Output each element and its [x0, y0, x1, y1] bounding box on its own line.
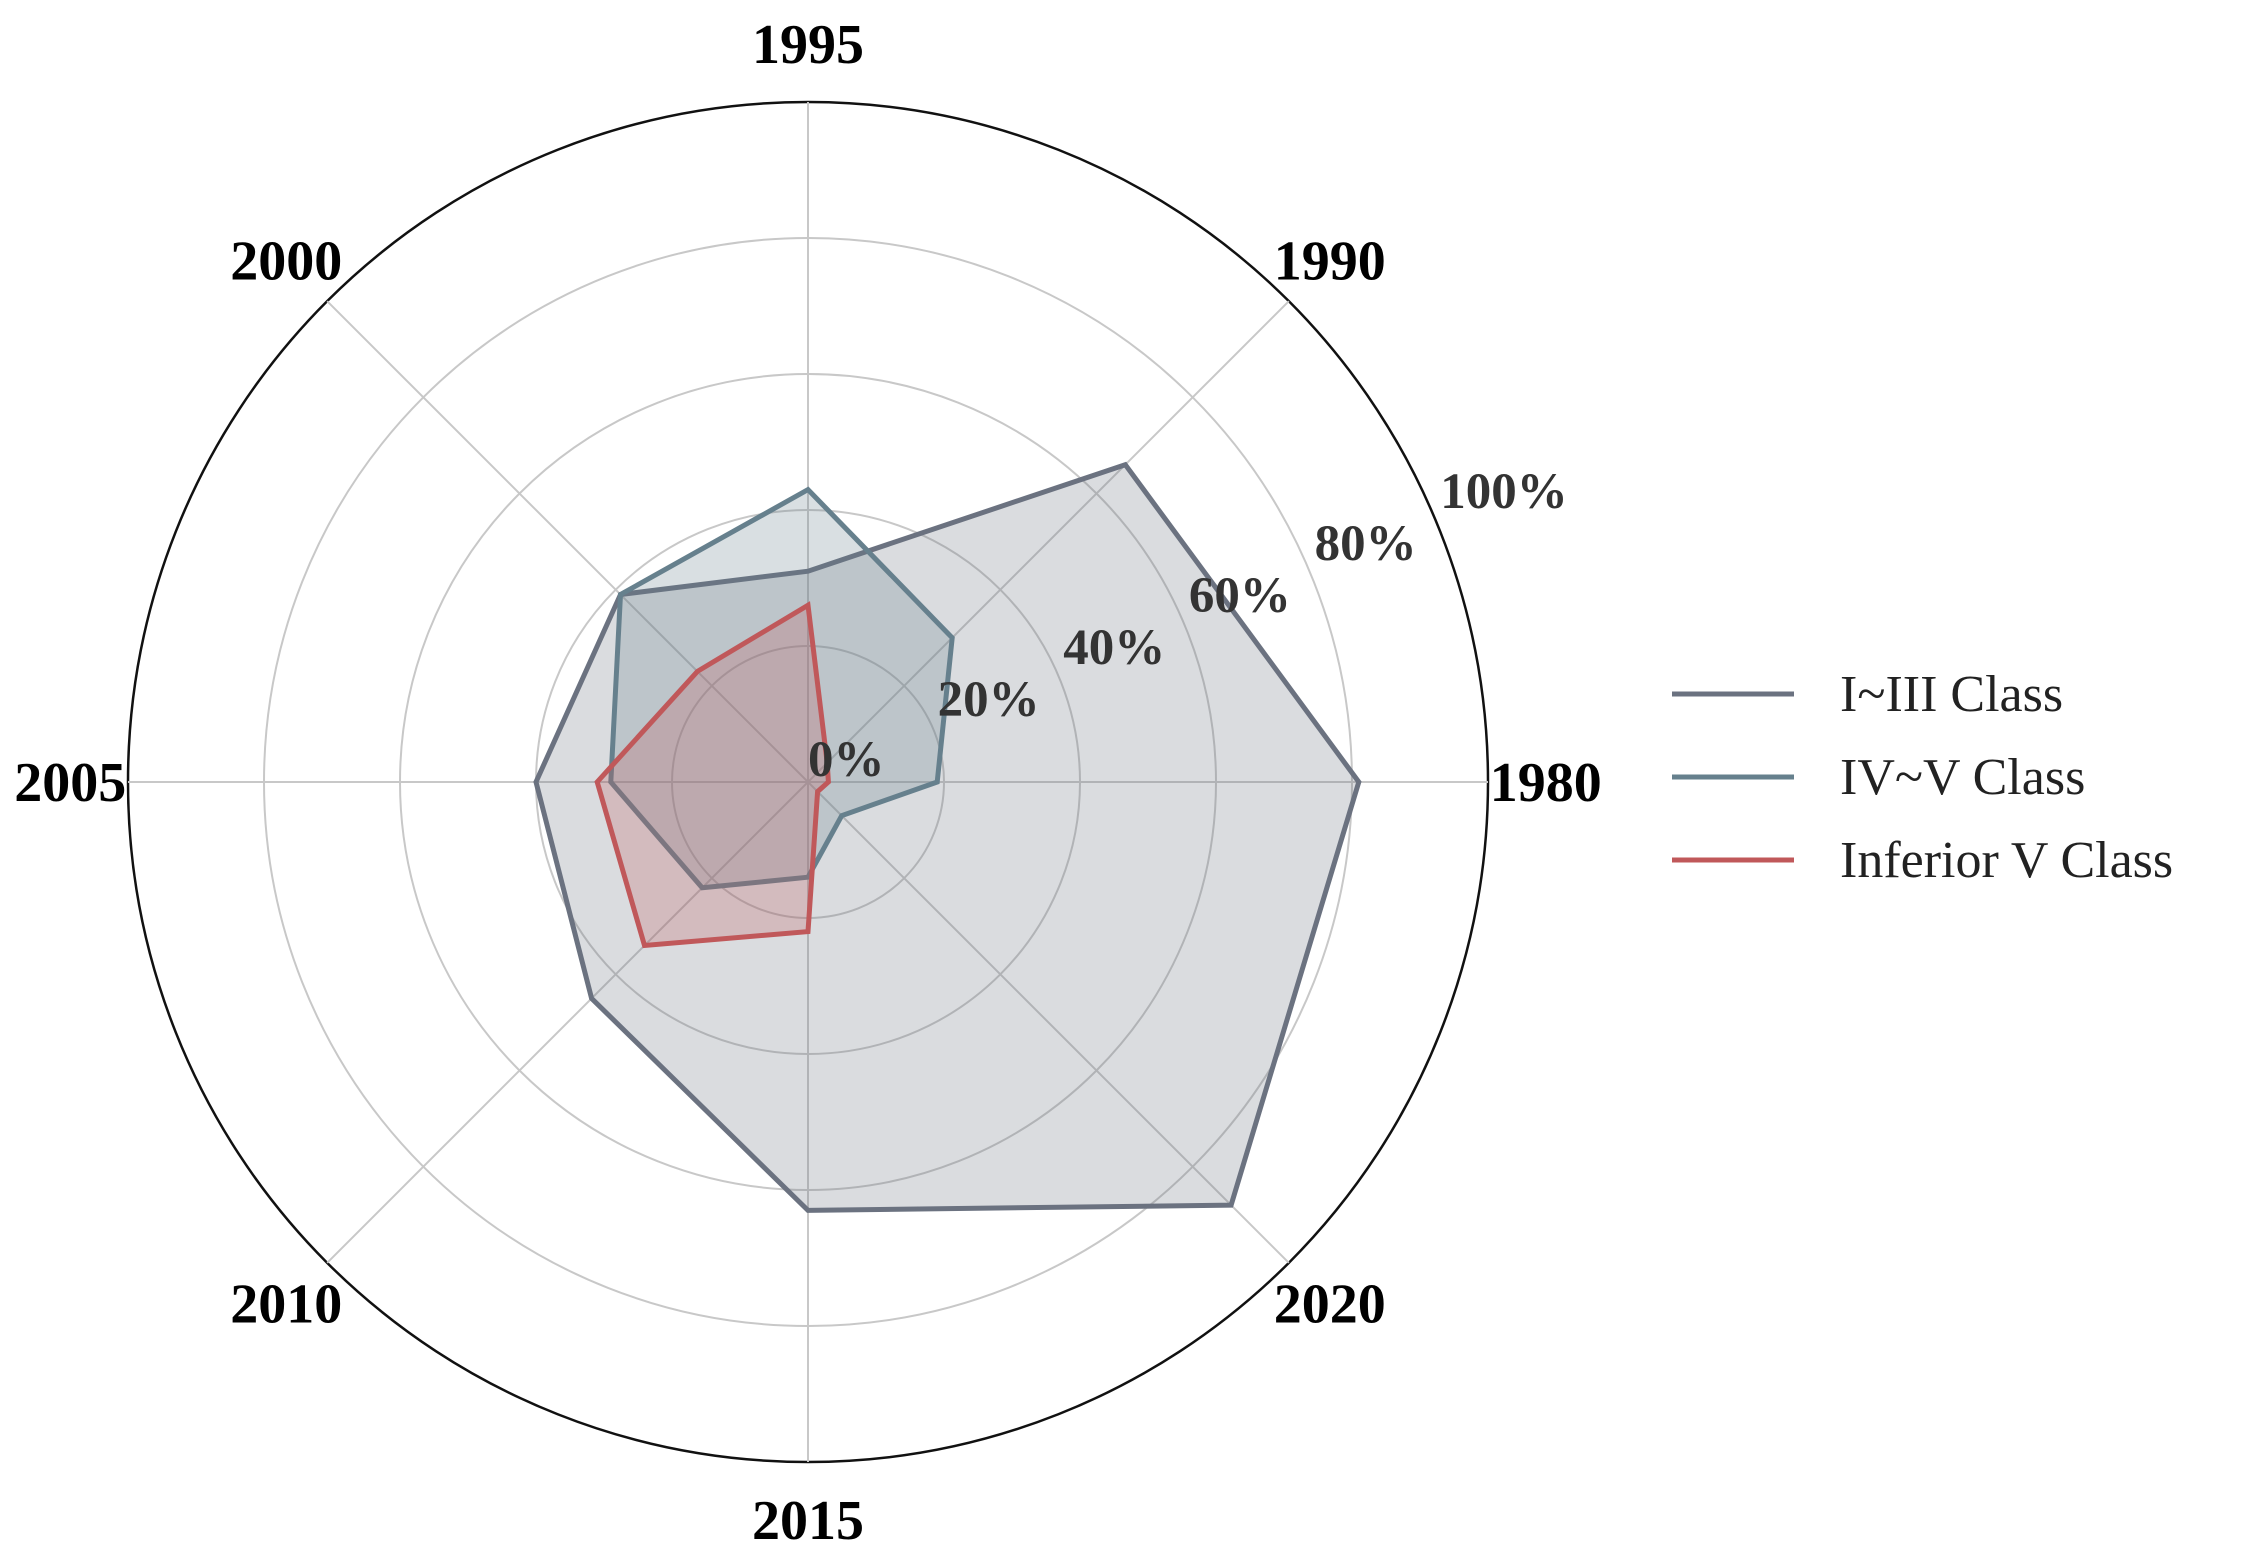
category-label: 1995: [752, 14, 864, 76]
legend-label: I~III Class: [1840, 666, 2063, 723]
series-polygon: [594, 601, 831, 949]
radial-tick-label: 80%: [1315, 516, 1417, 572]
series-polygon: [533, 461, 1362, 1213]
grid-spoke: [326, 781, 809, 1264]
category-label: 1980: [1490, 752, 1602, 814]
radial-tick-labels: 0% 20% 40% 60% 80% 100%: [808, 464, 1568, 788]
grid: [126, 100, 1490, 1464]
radial-tick-label: 100%: [1440, 464, 1568, 520]
radial-tick-label: 0%: [808, 732, 885, 788]
grid-spoke: [807, 300, 1290, 783]
series-polygons: [533, 461, 1362, 1213]
grid-spoke: [807, 781, 1290, 1264]
category-label: 2015: [752, 1490, 864, 1543]
grid-spoke: [326, 300, 809, 783]
category-label: 2000: [230, 230, 342, 292]
category-label: 2020: [1274, 1274, 1386, 1336]
radial-tick-label: 40%: [1063, 620, 1165, 676]
radial-tick-label: 60%: [1189, 568, 1291, 624]
category-label: 2010: [230, 1274, 342, 1336]
category-labels: 1980 1990 1995 2000 2005 2010 2015 2020: [14, 14, 1602, 1543]
legend-label: Inferior V Class: [1840, 832, 2173, 889]
radial-tick-label: 20%: [938, 672, 1040, 728]
legend-label: IV~V Class: [1840, 749, 2085, 806]
legend: I~III Class IV~V Class Inferior V Class: [1672, 666, 2173, 889]
category-label: 1990: [1274, 230, 1386, 292]
series-polygon: [608, 486, 955, 891]
category-label: 2005: [14, 752, 126, 814]
